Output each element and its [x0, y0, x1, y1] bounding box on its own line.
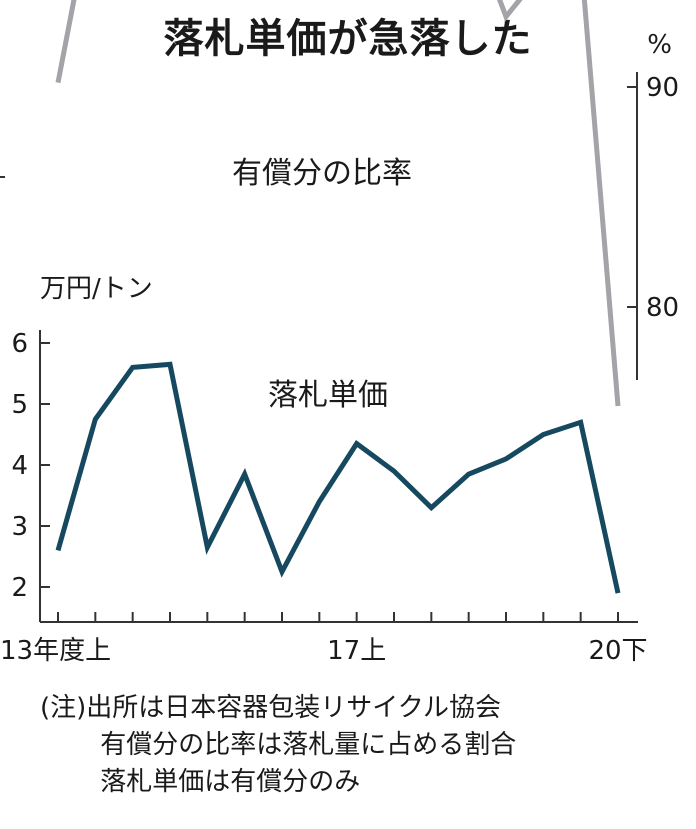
footnotes: (注)出所は日本容器包装リサイクル協会 有償分の比率は落札量に占める割合 落札単… [40, 690, 516, 801]
price-series-label: 落札単価 [268, 378, 388, 413]
price-y-tick-label: 6 [11, 329, 28, 359]
ratio-axis-unit: % [647, 30, 672, 60]
price-series-line [55, 361, 621, 594]
ratio-y-tick-label: 90 [646, 73, 679, 103]
footnote-price-scope: 落札単価は有償分のみ [40, 767, 361, 797]
price-axis-unit: 万円/トン [40, 274, 153, 304]
x-tick-label: 20下 [588, 636, 647, 666]
chart-canvas: 80901002345613年度上17上20下 [0, 0, 679, 666]
price-y-tick-label: 5 [11, 390, 28, 420]
ratio-series-line [55, 0, 621, 407]
ratio-series-label: 有償分の比率 [232, 156, 412, 191]
x-tick-label: 17上 [327, 636, 386, 666]
price-y-tick-label: 2 [11, 573, 28, 603]
footnote-ratio-definition: 有償分の比率は落札量に占める割合 [40, 730, 517, 760]
ratio-y-tick-label: 80 [646, 293, 679, 323]
footnote-source: (注)出所は日本容器包装リサイクル協会 [40, 693, 501, 723]
chart-title: 落札単価が急落した [163, 16, 533, 62]
x-tick-label: 13年度上 [0, 636, 111, 666]
price-y-tick-label: 3 [11, 512, 28, 542]
price-y-tick-label: 4 [11, 451, 28, 481]
